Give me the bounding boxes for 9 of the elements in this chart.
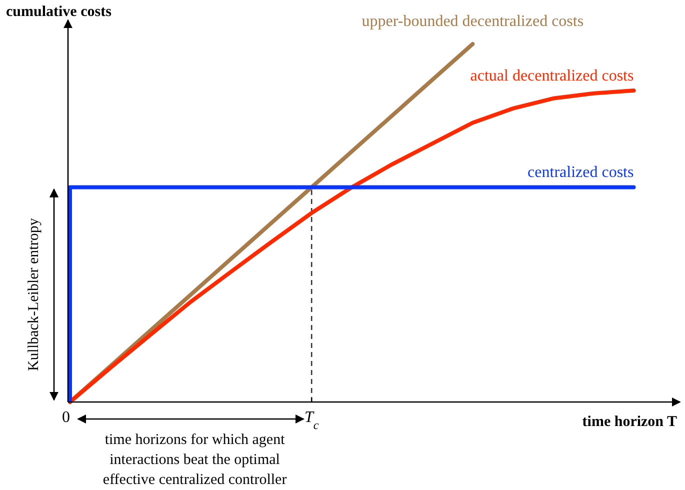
text: Kullback-Leibler entropy — [26, 218, 42, 372]
text: time horizons for which agent interactions beat the optimal effective centralized controller — [102, 432, 287, 488]
y-axis-title: cumulative costs — [6, 4, 112, 20]
series-label: actual decentralized costs — [470, 68, 634, 85]
x-axis-title: time horizon T — [582, 414, 677, 430]
x-tick-label: 0 — [62, 409, 70, 426]
series-label: centralized costs — [528, 164, 634, 182]
x-tick-label: T$_{c}$ — [304, 409, 320, 432]
series-label: upper-bounded decentralized costs — [362, 13, 584, 30]
